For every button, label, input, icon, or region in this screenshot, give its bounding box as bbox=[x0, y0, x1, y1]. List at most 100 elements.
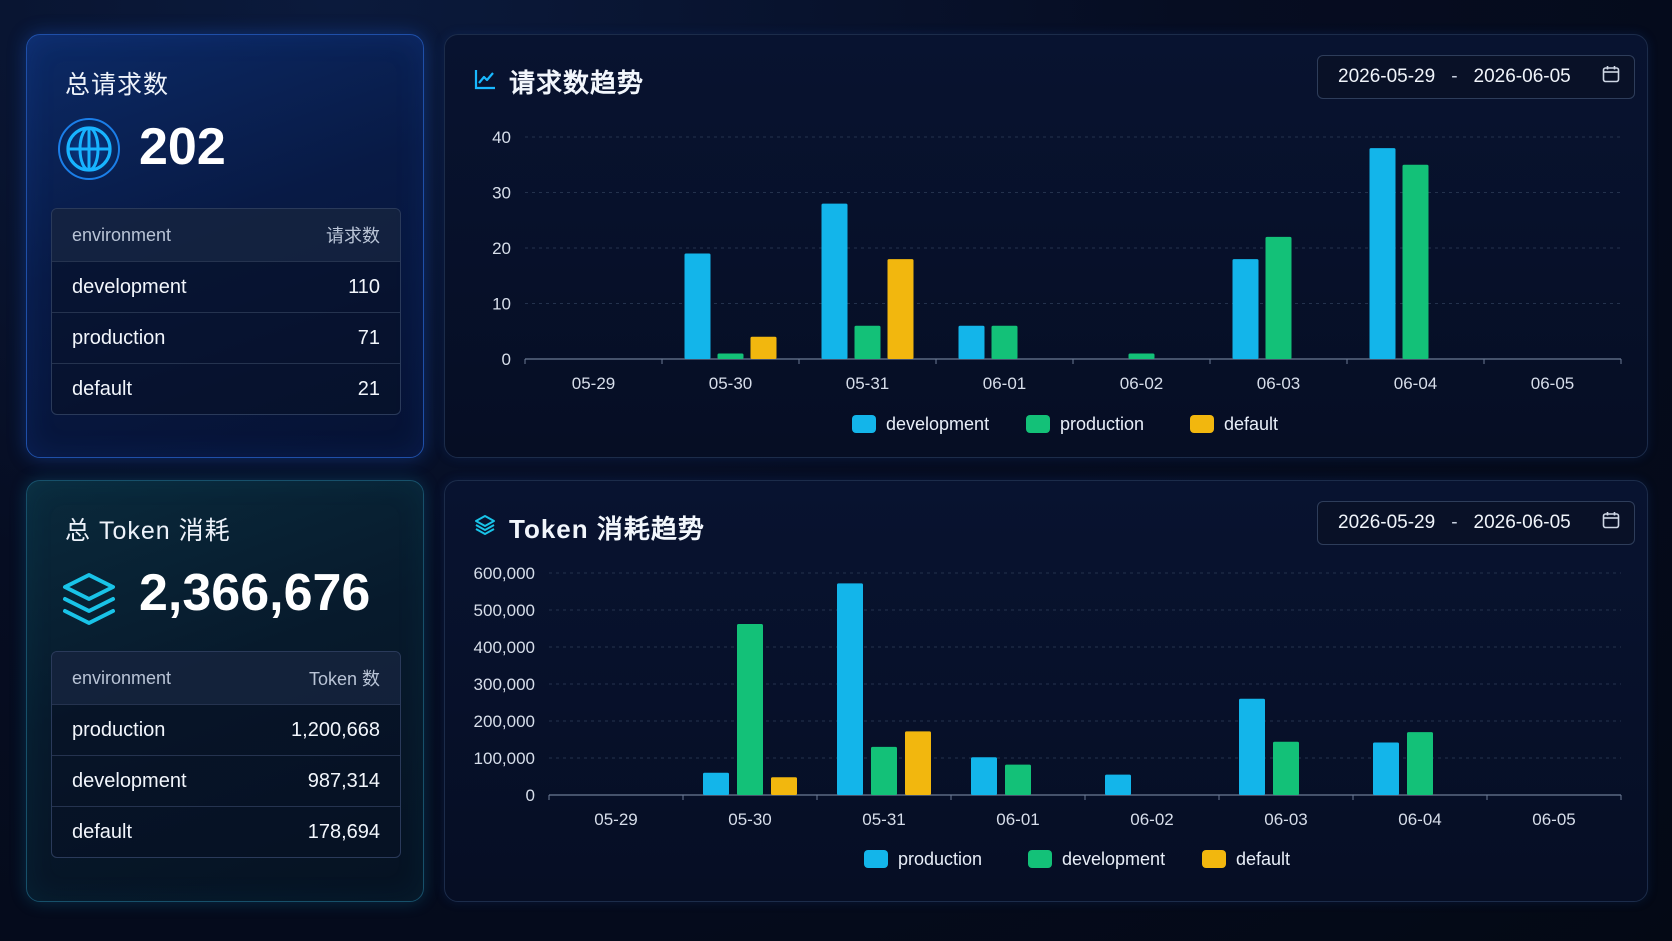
legend-swatch-development[interactable] bbox=[852, 415, 876, 433]
total-tokens-title: 总 Token 消耗 bbox=[65, 517, 231, 545]
date-range-end[interactable]: 2026-06-05 bbox=[1473, 66, 1571, 87]
bar-default-05-30[interactable] bbox=[771, 777, 797, 795]
x-tick-label: 06-03 bbox=[1264, 810, 1307, 829]
bar-production-06-03[interactable] bbox=[1265, 236, 1292, 359]
environment-name: development bbox=[72, 769, 187, 792]
requests-date-range-picker[interactable]: 2026-05-29 - 2026-06-05 bbox=[1317, 55, 1635, 99]
y-tick-label: 0 bbox=[502, 350, 511, 369]
legend-swatch-production[interactable] bbox=[864, 850, 888, 868]
column-header-environment: environment bbox=[72, 224, 172, 245]
table-row: production 71 bbox=[52, 312, 400, 363]
environment-name: default bbox=[72, 377, 133, 400]
request-count: 21 bbox=[357, 377, 380, 400]
legend-label-production[interactable]: production bbox=[898, 849, 982, 869]
bar-development-06-03[interactable] bbox=[1232, 259, 1259, 359]
bar-development-06-03[interactable] bbox=[1273, 741, 1299, 795]
date-range-separator: - bbox=[1451, 66, 1458, 87]
requests-trend-card: 0 10 20 30 40 05-29 05-30 05-31 06-01 06-02 06-03 0… bbox=[444, 34, 1648, 458]
requests-trend-header: 请求数趋势 bbox=[473, 61, 644, 101]
bar-production-06-04[interactable] bbox=[1373, 742, 1399, 795]
bar-development-06-01[interactable] bbox=[958, 325, 985, 359]
bar-development-05-31[interactable] bbox=[871, 746, 897, 795]
x-tick-label: 05-31 bbox=[862, 810, 905, 829]
bar-production-06-04[interactable] bbox=[1402, 164, 1429, 359]
table-row: default 178,694 bbox=[52, 806, 400, 857]
legend-label-default[interactable]: default bbox=[1224, 414, 1278, 434]
x-tick-label: 06-04 bbox=[1398, 810, 1441, 829]
total-requests-value: 202 bbox=[139, 118, 226, 176]
requests-trend-chart: 0 10 20 30 40 05-29 05-30 05-31 06-01 06-02 06-03 0… bbox=[492, 128, 1622, 434]
bar-default-05-31[interactable] bbox=[887, 259, 914, 359]
y-tick-label: 600,000 bbox=[474, 564, 535, 583]
date-range-end[interactable]: 2026-06-05 bbox=[1473, 512, 1571, 533]
legend-label-production[interactable]: production bbox=[1060, 414, 1144, 434]
bar-development-06-04[interactable] bbox=[1407, 732, 1433, 795]
x-tick-label: 05-30 bbox=[728, 810, 771, 829]
y-tick-label: 40 bbox=[492, 128, 511, 147]
bar-production-06-01[interactable] bbox=[971, 757, 997, 795]
bar-default-05-31[interactable] bbox=[905, 731, 931, 795]
tokens-trend-chart: 0 100,000 200,000 300,000 400,000 500,000 600,… bbox=[474, 564, 1622, 869]
legend-swatch-default[interactable] bbox=[1190, 415, 1214, 433]
request-count: 110 bbox=[348, 275, 380, 298]
bar-production-05-30[interactable] bbox=[717, 353, 744, 359]
x-tick-label: 06-01 bbox=[983, 374, 1026, 393]
y-tick-label: 300,000 bbox=[474, 675, 535, 694]
table-row: development 110 bbox=[52, 261, 400, 312]
bar-default-05-30[interactable] bbox=[750, 336, 777, 359]
line-chart-icon bbox=[473, 67, 497, 96]
calendar-icon[interactable] bbox=[1602, 65, 1620, 89]
date-range-start[interactable]: 2026-05-29 bbox=[1338, 512, 1436, 533]
bar-production-06-03[interactable] bbox=[1239, 698, 1265, 795]
bar-development-05-30[interactable] bbox=[684, 253, 711, 359]
x-tick-label: 05-31 bbox=[846, 374, 889, 393]
table-header: environment 请求数 bbox=[52, 209, 400, 261]
table-row: production 1,200,668 bbox=[52, 704, 400, 755]
x-tick-label: 06-05 bbox=[1532, 810, 1575, 829]
y-tick-label: 10 bbox=[492, 295, 511, 314]
total-requests-title: 总请求数 bbox=[65, 71, 170, 99]
table-row: development 987,314 bbox=[52, 755, 400, 806]
tokens-trend-title: Token 消耗趋势 bbox=[509, 513, 705, 544]
legend-label-development[interactable]: development bbox=[1062, 849, 1165, 869]
date-range-start[interactable]: 2026-05-29 bbox=[1338, 66, 1436, 87]
y-tick-label: 0 bbox=[526, 786, 535, 805]
tokens-by-environment-table: environment Token 数 production 1,200,668… bbox=[51, 651, 401, 858]
environment-name: production bbox=[72, 326, 166, 349]
total-tokens-value: 2,366,676 bbox=[139, 564, 371, 622]
x-tick-label: 06-02 bbox=[1130, 810, 1173, 829]
tokens-trend-header: Token 消耗趋势 bbox=[473, 507, 705, 547]
environment-name: production bbox=[72, 718, 166, 741]
tokens-date-range-picker[interactable]: 2026-05-29 - 2026-06-05 bbox=[1317, 501, 1635, 545]
x-tick-label: 06-01 bbox=[996, 810, 1039, 829]
bar-production-06-02[interactable] bbox=[1105, 774, 1131, 795]
globe-icon bbox=[57, 117, 121, 181]
bar-production-06-02[interactable] bbox=[1128, 353, 1155, 359]
legend-label-default[interactable]: default bbox=[1236, 849, 1290, 869]
legend-label-development[interactable]: development bbox=[886, 414, 989, 434]
environment-name: development bbox=[72, 275, 187, 298]
bar-production-05-31[interactable] bbox=[854, 325, 881, 359]
bar-production-06-01[interactable] bbox=[991, 325, 1018, 359]
x-tick-label: 06-05 bbox=[1531, 374, 1574, 393]
requests-by-environment-table: environment 请求数 development 110 producti… bbox=[51, 208, 401, 415]
table-header: environment Token 数 bbox=[52, 652, 400, 704]
bar-production-05-31[interactable] bbox=[837, 583, 863, 795]
calendar-icon[interactable] bbox=[1602, 511, 1620, 535]
x-tick-label: 05-29 bbox=[572, 374, 615, 393]
bar-development-06-01[interactable] bbox=[1005, 764, 1031, 795]
legend-swatch-default[interactable] bbox=[1202, 850, 1226, 868]
legend-swatch-development[interactable] bbox=[1028, 850, 1052, 868]
bar-development-05-30[interactable] bbox=[737, 624, 763, 795]
token-count: 1,200,668 bbox=[291, 718, 380, 741]
y-tick-label: 100,000 bbox=[474, 749, 535, 768]
bar-development-06-04[interactable] bbox=[1369, 148, 1396, 359]
y-tick-label: 20 bbox=[492, 239, 511, 258]
y-tick-label: 500,000 bbox=[474, 601, 535, 620]
legend-swatch-production[interactable] bbox=[1026, 415, 1050, 433]
x-tick-label: 06-03 bbox=[1257, 374, 1300, 393]
y-tick-label: 30 bbox=[492, 184, 511, 203]
bar-production-05-30[interactable] bbox=[703, 772, 729, 795]
y-tick-label: 200,000 bbox=[474, 712, 535, 731]
bar-development-05-31[interactable] bbox=[821, 203, 848, 359]
